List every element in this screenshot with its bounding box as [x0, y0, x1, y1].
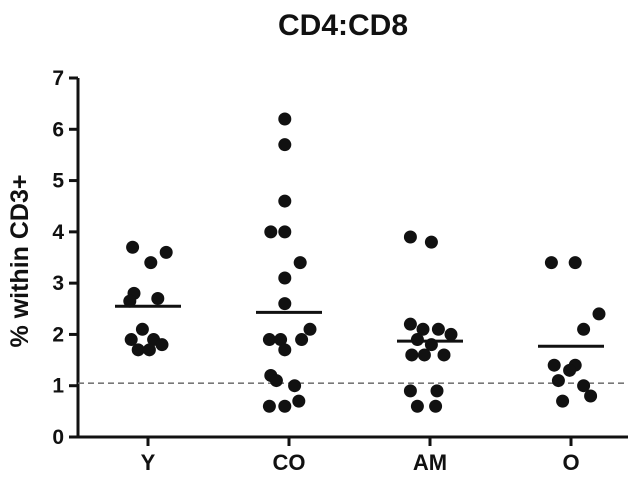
data-point — [416, 322, 430, 336]
data-point — [424, 235, 438, 249]
data-point — [410, 333, 424, 347]
points-layer — [123, 112, 606, 413]
axes — [69, 76, 628, 446]
data-point — [278, 343, 292, 357]
x-category-label: O — [562, 450, 579, 475]
data-point — [278, 112, 292, 126]
data-point — [437, 348, 451, 362]
data-point — [151, 292, 165, 306]
data-point — [135, 322, 149, 336]
data-point — [262, 333, 276, 347]
data-point — [274, 333, 288, 347]
data-point — [403, 384, 417, 398]
data-point — [159, 245, 173, 259]
data-point — [288, 379, 302, 393]
data-point — [264, 225, 278, 239]
data-point — [563, 363, 577, 377]
data-point — [278, 399, 292, 413]
data-point — [577, 379, 591, 393]
data-point — [142, 343, 156, 357]
data-point — [123, 294, 137, 308]
data-point — [592, 307, 606, 321]
x-category-label: AM — [413, 450, 447, 475]
data-point — [278, 225, 292, 239]
data-point — [403, 317, 417, 331]
data-point — [424, 338, 438, 352]
data-point — [544, 256, 558, 270]
mean-line-layer — [115, 304, 604, 348]
y-tick-label: 3 — [52, 272, 64, 295]
x-category-label: Y — [141, 450, 156, 475]
data-point — [551, 374, 565, 388]
data-point — [293, 256, 307, 270]
data-point — [577, 322, 591, 336]
y-tick-label: 4 — [52, 221, 64, 244]
data-point — [405, 348, 419, 362]
data-point — [403, 230, 417, 244]
data-point — [292, 394, 306, 408]
y-tick-label: 1 — [52, 375, 64, 398]
y-tick-label: 0 — [52, 426, 64, 449]
data-point — [295, 333, 309, 347]
data-point — [278, 297, 292, 311]
data-point — [444, 327, 458, 341]
data-point — [278, 271, 292, 285]
data-point — [155, 338, 169, 352]
data-point — [568, 256, 582, 270]
data-point — [303, 322, 317, 336]
y-tick-label: 5 — [52, 170, 64, 193]
data-point — [429, 399, 443, 413]
data-point — [131, 343, 145, 357]
y-axis-label: % within CD3+ — [6, 175, 34, 348]
data-point — [417, 348, 431, 362]
labels-layer: 0 1 2 3 4 5 6 7 Y CO AM O — [52, 67, 579, 475]
y-tick-label: 6 — [52, 118, 64, 141]
data-point — [262, 399, 276, 413]
data-point — [278, 138, 292, 152]
data-point — [431, 322, 445, 336]
x-category-label: CO — [273, 450, 306, 475]
data-point — [269, 374, 283, 388]
data-point — [144, 256, 158, 270]
data-point — [584, 389, 598, 403]
data-point — [278, 194, 292, 208]
y-tick-label: 2 — [52, 323, 64, 346]
data-point — [126, 240, 140, 254]
y-tick-label: 7 — [52, 67, 64, 90]
chart-title: CD4:CD8 — [278, 9, 408, 42]
data-point — [410, 399, 424, 413]
data-point — [556, 394, 570, 408]
data-point — [430, 384, 444, 398]
data-point — [124, 333, 138, 347]
data-point — [547, 358, 561, 372]
